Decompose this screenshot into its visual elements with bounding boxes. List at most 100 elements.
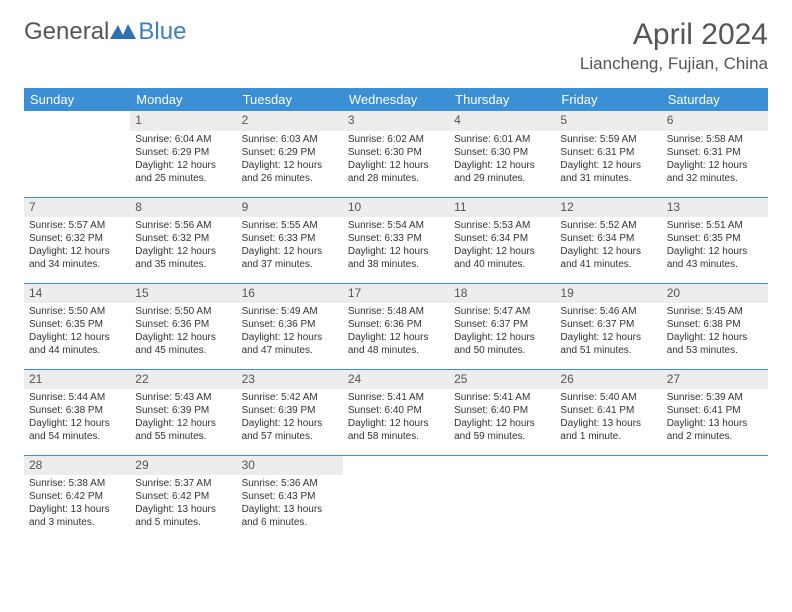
calendar-day-cell: 26Sunrise: 5:40 AMSunset: 6:41 PMDayligh… [555, 369, 661, 455]
calendar-day-cell: 24Sunrise: 5:41 AMSunset: 6:40 PMDayligh… [343, 369, 449, 455]
sunset-text: Sunset: 6:36 PM [135, 318, 231, 331]
sunset-text: Sunset: 6:37 PM [560, 318, 656, 331]
daylight-text: Daylight: 12 hours [242, 417, 338, 430]
sunset-text: Sunset: 6:36 PM [348, 318, 444, 331]
daylight-text-2: and 26 minutes. [242, 172, 338, 185]
sunrise-text: Sunrise: 6:02 AM [348, 133, 444, 146]
sunset-text: Sunset: 6:41 PM [667, 404, 763, 417]
day-number: 14 [24, 284, 130, 304]
sunset-text: Sunset: 6:32 PM [29, 232, 125, 245]
day-details: Sunrise: 5:49 AMSunset: 6:36 PMDaylight:… [237, 303, 343, 361]
daylight-text: Daylight: 12 hours [135, 331, 231, 344]
calendar-day-cell [662, 455, 768, 541]
sunset-text: Sunset: 6:30 PM [454, 146, 550, 159]
day-details: Sunrise: 5:41 AMSunset: 6:40 PMDaylight:… [343, 389, 449, 447]
calendar-day-cell: 2Sunrise: 6:03 AMSunset: 6:29 PMDaylight… [237, 111, 343, 197]
daylight-text: Daylight: 12 hours [135, 245, 231, 258]
calendar-day-cell: 23Sunrise: 5:42 AMSunset: 6:39 PMDayligh… [237, 369, 343, 455]
calendar-day-cell: 27Sunrise: 5:39 AMSunset: 6:41 PMDayligh… [662, 369, 768, 455]
daylight-text-2: and 6 minutes. [242, 516, 338, 529]
day-details: Sunrise: 5:54 AMSunset: 6:33 PMDaylight:… [343, 217, 449, 275]
day-details: Sunrise: 5:56 AMSunset: 6:32 PMDaylight:… [130, 217, 236, 275]
weekday-header: Saturday [662, 88, 768, 111]
day-number: 18 [449, 284, 555, 304]
day-number: 7 [24, 198, 130, 218]
daylight-text-2: and 29 minutes. [454, 172, 550, 185]
day-details: Sunrise: 5:55 AMSunset: 6:33 PMDaylight:… [237, 217, 343, 275]
daylight-text-2: and 57 minutes. [242, 430, 338, 443]
day-number: 1 [130, 111, 236, 131]
calendar-day-cell: 25Sunrise: 5:41 AMSunset: 6:40 PMDayligh… [449, 369, 555, 455]
day-details: Sunrise: 5:41 AMSunset: 6:40 PMDaylight:… [449, 389, 555, 447]
daylight-text-2: and 32 minutes. [667, 172, 763, 185]
page-container: General Blue April 2024 Liancheng, Fujia… [0, 0, 792, 559]
sunset-text: Sunset: 6:35 PM [29, 318, 125, 331]
sunset-text: Sunset: 6:29 PM [242, 146, 338, 159]
sunrise-text: Sunrise: 6:01 AM [454, 133, 550, 146]
sunset-text: Sunset: 6:40 PM [454, 404, 550, 417]
calendar-week-row: 7Sunrise: 5:57 AMSunset: 6:32 PMDaylight… [24, 197, 768, 283]
day-details: Sunrise: 6:04 AMSunset: 6:29 PMDaylight:… [130, 131, 236, 189]
day-number: 4 [449, 111, 555, 131]
daylight-text: Daylight: 12 hours [454, 331, 550, 344]
daylight-text: Daylight: 12 hours [135, 417, 231, 430]
daylight-text-2: and 44 minutes. [29, 344, 125, 357]
weekday-header: Tuesday [237, 88, 343, 111]
logo-general: General [24, 18, 109, 46]
calendar-day-cell: 20Sunrise: 5:45 AMSunset: 6:38 PMDayligh… [662, 283, 768, 369]
calendar-day-cell: 8Sunrise: 5:56 AMSunset: 6:32 PMDaylight… [130, 197, 236, 283]
daylight-text-2: and 5 minutes. [135, 516, 231, 529]
sunrise-text: Sunrise: 5:36 AM [242, 477, 338, 490]
daylight-text-2: and 41 minutes. [560, 258, 656, 271]
daylight-text-2: and 3 minutes. [29, 516, 125, 529]
sunset-text: Sunset: 6:42 PM [135, 490, 231, 503]
calendar-day-cell: 3Sunrise: 6:02 AMSunset: 6:30 PMDaylight… [343, 111, 449, 197]
day-number: 19 [555, 284, 661, 304]
daylight-text-2: and 48 minutes. [348, 344, 444, 357]
day-details: Sunrise: 5:37 AMSunset: 6:42 PMDaylight:… [130, 475, 236, 533]
weekday-header: Monday [130, 88, 236, 111]
daylight-text: Daylight: 12 hours [242, 159, 338, 172]
day-details: Sunrise: 6:01 AMSunset: 6:30 PMDaylight:… [449, 131, 555, 189]
day-details: Sunrise: 6:02 AMSunset: 6:30 PMDaylight:… [343, 131, 449, 189]
sunset-text: Sunset: 6:43 PM [242, 490, 338, 503]
sunset-text: Sunset: 6:34 PM [560, 232, 656, 245]
day-number: 5 [555, 111, 661, 131]
daylight-text: Daylight: 12 hours [560, 245, 656, 258]
day-details: Sunrise: 6:03 AMSunset: 6:29 PMDaylight:… [237, 131, 343, 189]
daylight-text-2: and 51 minutes. [560, 344, 656, 357]
daylight-text-2: and 43 minutes. [667, 258, 763, 271]
sunset-text: Sunset: 6:31 PM [560, 146, 656, 159]
daylight-text-2: and 50 minutes. [454, 344, 550, 357]
sunrise-text: Sunrise: 5:55 AM [242, 219, 338, 232]
day-number: 25 [449, 370, 555, 390]
daylight-text-2: and 40 minutes. [454, 258, 550, 271]
page-title: April 2024 [580, 18, 768, 52]
daylight-text-2: and 59 minutes. [454, 430, 550, 443]
sunset-text: Sunset: 6:31 PM [667, 146, 763, 159]
day-number: 24 [343, 370, 449, 390]
day-number: 23 [237, 370, 343, 390]
daylight-text: Daylight: 12 hours [348, 331, 444, 344]
calendar-day-cell: 15Sunrise: 5:50 AMSunset: 6:36 PMDayligh… [130, 283, 236, 369]
daylight-text: Daylight: 12 hours [348, 417, 444, 430]
day-number: 22 [130, 370, 236, 390]
calendar-day-cell: 11Sunrise: 5:53 AMSunset: 6:34 PMDayligh… [449, 197, 555, 283]
daylight-text: Daylight: 13 hours [560, 417, 656, 430]
calendar-day-cell: 1Sunrise: 6:04 AMSunset: 6:29 PMDaylight… [130, 111, 236, 197]
calendar-week-row: 14Sunrise: 5:50 AMSunset: 6:35 PMDayligh… [24, 283, 768, 369]
sunset-text: Sunset: 6:41 PM [560, 404, 656, 417]
day-details: Sunrise: 5:38 AMSunset: 6:42 PMDaylight:… [24, 475, 130, 533]
sunrise-text: Sunrise: 5:42 AM [242, 391, 338, 404]
day-number: 16 [237, 284, 343, 304]
logo-blue: Blue [138, 18, 186, 46]
sunset-text: Sunset: 6:38 PM [29, 404, 125, 417]
sunset-text: Sunset: 6:40 PM [348, 404, 444, 417]
day-details: Sunrise: 5:46 AMSunset: 6:37 PMDaylight:… [555, 303, 661, 361]
sunrise-text: Sunrise: 5:58 AM [667, 133, 763, 146]
day-details: Sunrise: 5:52 AMSunset: 6:34 PMDaylight:… [555, 217, 661, 275]
day-number: 28 [24, 456, 130, 476]
calendar-day-cell: 22Sunrise: 5:43 AMSunset: 6:39 PMDayligh… [130, 369, 236, 455]
calendar-day-cell: 18Sunrise: 5:47 AMSunset: 6:37 PMDayligh… [449, 283, 555, 369]
sunset-text: Sunset: 6:30 PM [348, 146, 444, 159]
